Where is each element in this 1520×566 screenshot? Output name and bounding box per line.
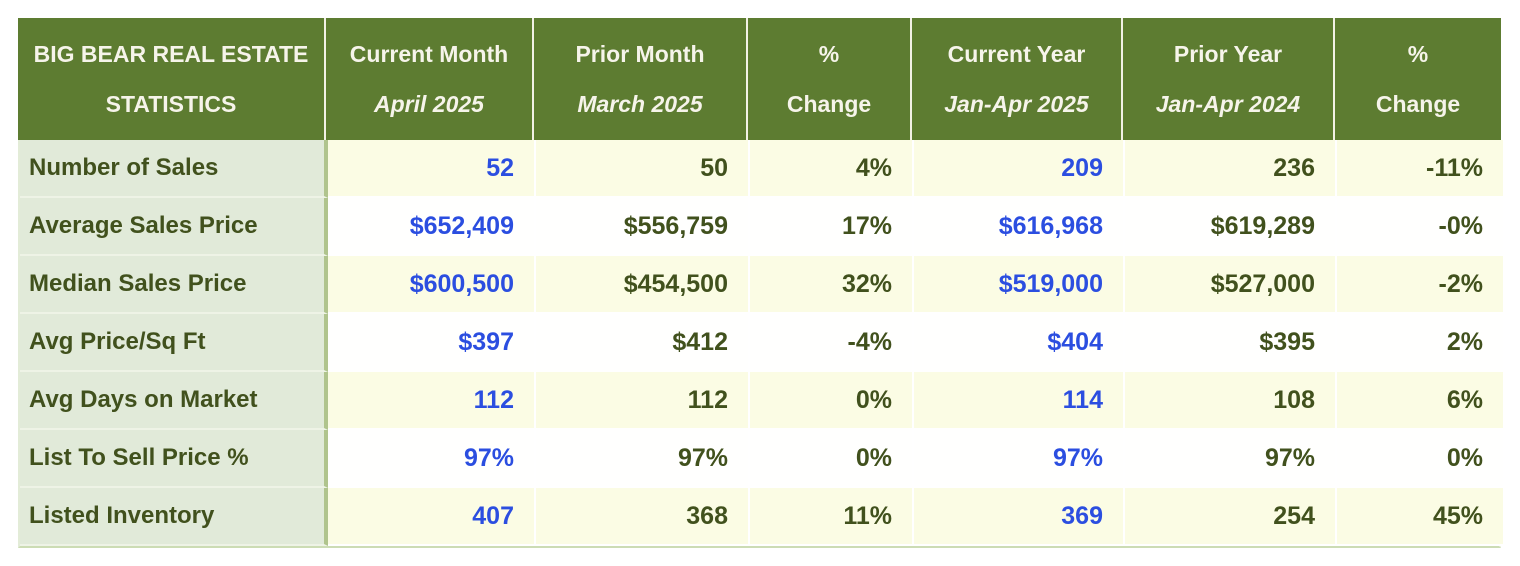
table-title-cell: BIG BEAR REAL ESTATE STATISTICS	[18, 18, 326, 140]
column-header-label: Prior Month	[575, 40, 705, 67]
real-estate-statistics-table: BIG BEAR REAL ESTATE STATISTICS Current …	[18, 18, 1503, 548]
cell-current-month: $600,500	[328, 256, 536, 314]
cell-prior-year: $395	[1125, 314, 1337, 372]
table-header-row: BIG BEAR REAL ESTATE STATISTICS Current …	[18, 18, 1501, 140]
column-header-current-month: Current Month April 2025	[326, 18, 534, 140]
cell-prior-month: 368	[536, 488, 750, 546]
cell-current-year: $616,968	[914, 198, 1125, 256]
column-header-sub: Jan-Apr 2025	[944, 90, 1089, 117]
cell-current-month: $397	[328, 314, 536, 372]
table-row-median-sales-price: Median Sales Price $600,500 $454,500 32%…	[20, 256, 1503, 314]
column-header-sub: Change	[1375, 90, 1461, 117]
table-title-line1: BIG BEAR REAL ESTATE	[33, 40, 309, 67]
cell-prior-year: 97%	[1125, 430, 1337, 488]
cell-prior-month: $454,500	[536, 256, 750, 314]
cell-prior-year: 108	[1125, 372, 1337, 430]
cell-pct-change-year: -2%	[1337, 256, 1503, 314]
column-header-sub: Change	[786, 90, 872, 117]
column-header-label: Current Month	[349, 40, 509, 67]
row-label: Listed Inventory	[20, 488, 328, 546]
cell-pct-change-year: -11%	[1337, 140, 1503, 198]
cell-current-month: 407	[328, 488, 536, 546]
cell-prior-month: 50	[536, 140, 750, 198]
column-header-label: %	[818, 40, 840, 67]
cell-current-year: 114	[914, 372, 1125, 430]
column-header-prior-year: Prior Year Jan-Apr 2024	[1123, 18, 1335, 140]
cell-pct-change-month: 17%	[750, 198, 914, 256]
row-label: Number of Sales	[20, 140, 328, 198]
column-header-label: %	[1407, 40, 1429, 67]
cell-prior-month: $556,759	[536, 198, 750, 256]
column-header-sub: Jan-Apr 2024	[1155, 90, 1301, 117]
column-header-prior-month: Prior Month March 2025	[534, 18, 748, 140]
cell-current-month: $652,409	[328, 198, 536, 256]
cell-prior-year: 236	[1125, 140, 1337, 198]
cell-prior-year: $527,000	[1125, 256, 1337, 314]
column-header-sub: April 2025	[374, 90, 484, 117]
cell-prior-month: 112	[536, 372, 750, 430]
cell-prior-year: 254	[1125, 488, 1337, 546]
table-row-avg-price-sq-ft: Avg Price/Sq Ft $397 $412 -4% $404 $395 …	[20, 314, 1503, 372]
table-row-number-of-sales: Number of Sales 52 50 4% 209 236 -11%	[20, 140, 1503, 198]
cell-current-month: 112	[328, 372, 536, 430]
column-header-pct-change-month: % Change	[748, 18, 912, 140]
table-row-avg-days-on-market: Avg Days on Market 112 112 0% 114 108 6%	[20, 372, 1503, 430]
table-title-line2: STATISTICS	[105, 90, 237, 117]
table-row-list-to-sell-price: List To Sell Price % 97% 97% 0% 97% 97% …	[20, 430, 1503, 488]
cell-pct-change-year: 0%	[1337, 430, 1503, 488]
table-body: Number of Sales 52 50 4% 209 236 -11% Av…	[18, 140, 1503, 548]
column-header-current-year: Current Year Jan-Apr 2025	[912, 18, 1123, 140]
cell-pct-change-year: 6%	[1337, 372, 1503, 430]
row-label: List To Sell Price %	[20, 430, 328, 488]
cell-pct-change-month: 0%	[750, 372, 914, 430]
cell-pct-change-month: 11%	[750, 488, 914, 546]
table-row-listed-inventory: Listed Inventory 407 368 11% 369 254 45%	[20, 488, 1503, 546]
cell-current-month: 52	[328, 140, 536, 198]
cell-current-year: 97%	[914, 430, 1125, 488]
cell-pct-change-month: 4%	[750, 140, 914, 198]
table-row-average-sales-price: Average Sales Price $652,409 $556,759 17…	[20, 198, 1503, 256]
cell-pct-change-month: -4%	[750, 314, 914, 372]
column-header-label: Prior Year	[1173, 40, 1283, 67]
cell-pct-change-year: -0%	[1337, 198, 1503, 256]
cell-prior-year: $619,289	[1125, 198, 1337, 256]
cell-prior-month: $412	[536, 314, 750, 372]
row-label: Avg Days on Market	[20, 372, 328, 430]
cell-prior-month: 97%	[536, 430, 750, 488]
row-label: Average Sales Price	[20, 198, 328, 256]
column-header-label: Current Year	[947, 40, 1086, 67]
cell-pct-change-year: 45%	[1337, 488, 1503, 546]
cell-current-month: 97%	[328, 430, 536, 488]
cell-current-year: $404	[914, 314, 1125, 372]
cell-pct-change-year: 2%	[1337, 314, 1503, 372]
row-label: Avg Price/Sq Ft	[20, 314, 328, 372]
cell-current-year: 209	[914, 140, 1125, 198]
row-label: Median Sales Price	[20, 256, 328, 314]
column-header-pct-change-year: % Change	[1335, 18, 1501, 140]
cell-pct-change-month: 0%	[750, 430, 914, 488]
column-header-sub: March 2025	[577, 90, 703, 117]
cell-current-year: $519,000	[914, 256, 1125, 314]
cell-current-year: 369	[914, 488, 1125, 546]
cell-pct-change-month: 32%	[750, 256, 914, 314]
